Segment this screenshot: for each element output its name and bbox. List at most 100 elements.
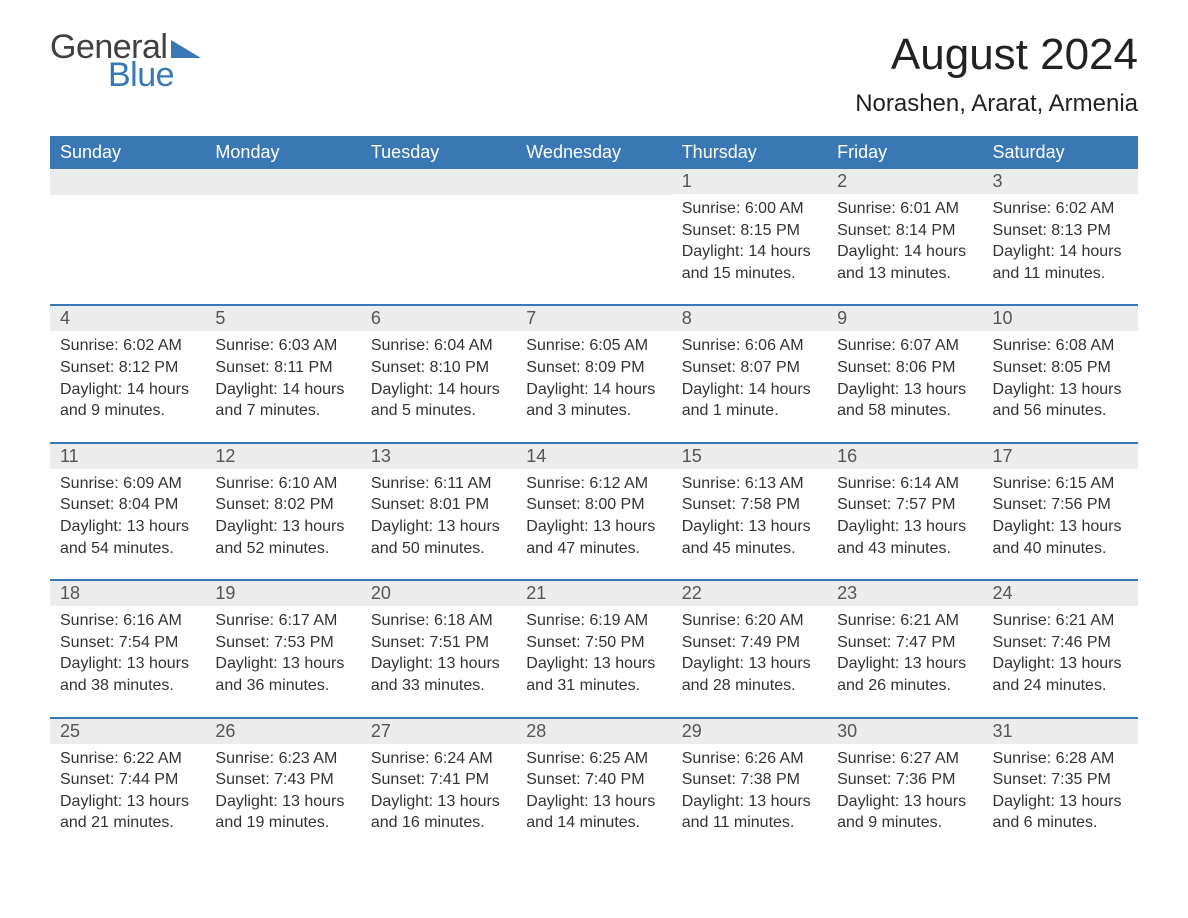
daylight-text: Daylight: 14 hours and 11 minutes. <box>993 241 1128 284</box>
sunset-text: Sunset: 7:36 PM <box>837 769 972 791</box>
day-details: Sunrise: 6:02 AMSunset: 8:13 PMDaylight:… <box>983 194 1138 290</box>
daylight-text: Daylight: 13 hours and 14 minutes. <box>526 791 661 834</box>
sunset-text: Sunset: 7:50 PM <box>526 632 661 654</box>
sunrise-text: Sunrise: 6:16 AM <box>60 610 195 632</box>
daylight-text: Daylight: 14 hours and 5 minutes. <box>371 379 506 422</box>
day-cell: 26Sunrise: 6:23 AMSunset: 7:43 PMDayligh… <box>205 719 360 840</box>
sunset-text: Sunset: 8:02 PM <box>215 494 350 516</box>
daylight-text: Daylight: 13 hours and 47 minutes. <box>526 516 661 559</box>
days-of-week-header: Sunday Monday Tuesday Wednesday Thursday… <box>50 136 1138 169</box>
day-details: Sunrise: 6:17 AMSunset: 7:53 PMDaylight:… <box>205 606 360 702</box>
day-details: Sunrise: 6:01 AMSunset: 8:14 PMDaylight:… <box>827 194 982 290</box>
sunset-text: Sunset: 7:53 PM <box>215 632 350 654</box>
day-details: Sunrise: 6:21 AMSunset: 7:46 PMDaylight:… <box>983 606 1138 702</box>
sunrise-text: Sunrise: 6:18 AM <box>371 610 506 632</box>
day-cell: 20Sunrise: 6:18 AMSunset: 7:51 PMDayligh… <box>361 581 516 702</box>
day-details: Sunrise: 6:25 AMSunset: 7:40 PMDaylight:… <box>516 744 671 840</box>
day-number: 21 <box>516 581 671 606</box>
day-details: Sunrise: 6:03 AMSunset: 8:11 PMDaylight:… <box>205 331 360 427</box>
day-details: Sunrise: 6:19 AMSunset: 7:50 PMDaylight:… <box>516 606 671 702</box>
day-details: Sunrise: 6:24 AMSunset: 7:41 PMDaylight:… <box>361 744 516 840</box>
day-details: Sunrise: 6:13 AMSunset: 7:58 PMDaylight:… <box>672 469 827 565</box>
day-cell <box>516 169 671 290</box>
sunrise-text: Sunrise: 6:10 AM <box>215 473 350 495</box>
sunrise-text: Sunrise: 6:04 AM <box>371 335 506 357</box>
day-number: 16 <box>827 444 982 469</box>
day-number: 25 <box>50 719 205 744</box>
day-number: 12 <box>205 444 360 469</box>
day-cell: 14Sunrise: 6:12 AMSunset: 8:00 PMDayligh… <box>516 444 671 565</box>
day-number <box>50 169 205 195</box>
daylight-text: Daylight: 13 hours and 58 minutes. <box>837 379 972 422</box>
week-row: 25Sunrise: 6:22 AMSunset: 7:44 PMDayligh… <box>50 717 1138 840</box>
daylight-text: Daylight: 14 hours and 13 minutes. <box>837 241 972 284</box>
week-row: 1Sunrise: 6:00 AMSunset: 8:15 PMDaylight… <box>50 169 1138 290</box>
day-cell: 24Sunrise: 6:21 AMSunset: 7:46 PMDayligh… <box>983 581 1138 702</box>
daylight-text: Daylight: 13 hours and 9 minutes. <box>837 791 972 834</box>
daylight-text: Daylight: 13 hours and 36 minutes. <box>215 653 350 696</box>
day-number: 4 <box>50 306 205 331</box>
sunrise-text: Sunrise: 6:03 AM <box>215 335 350 357</box>
day-cell: 15Sunrise: 6:13 AMSunset: 7:58 PMDayligh… <box>672 444 827 565</box>
day-cell <box>205 169 360 290</box>
sunset-text: Sunset: 8:06 PM <box>837 357 972 379</box>
daylight-text: Daylight: 13 hours and 11 minutes. <box>682 791 817 834</box>
day-cell: 23Sunrise: 6:21 AMSunset: 7:47 PMDayligh… <box>827 581 982 702</box>
day-number <box>516 169 671 195</box>
day-details: Sunrise: 6:28 AMSunset: 7:35 PMDaylight:… <box>983 744 1138 840</box>
day-number: 5 <box>205 306 360 331</box>
day-details: Sunrise: 6:21 AMSunset: 7:47 PMDaylight:… <box>827 606 982 702</box>
daylight-text: Daylight: 13 hours and 28 minutes. <box>682 653 817 696</box>
daylight-text: Daylight: 13 hours and 38 minutes. <box>60 653 195 696</box>
dow-tuesday: Tuesday <box>361 136 516 169</box>
day-details: Sunrise: 6:26 AMSunset: 7:38 PMDaylight:… <box>672 744 827 840</box>
sunrise-text: Sunrise: 6:26 AM <box>682 748 817 770</box>
daylight-text: Daylight: 14 hours and 7 minutes. <box>215 379 350 422</box>
daylight-text: Daylight: 13 hours and 21 minutes. <box>60 791 195 834</box>
sunset-text: Sunset: 7:46 PM <box>993 632 1128 654</box>
day-cell: 3Sunrise: 6:02 AMSunset: 8:13 PMDaylight… <box>983 169 1138 290</box>
day-details: Sunrise: 6:02 AMSunset: 8:12 PMDaylight:… <box>50 331 205 427</box>
sunrise-text: Sunrise: 6:12 AM <box>526 473 661 495</box>
day-number: 27 <box>361 719 516 744</box>
location-subtitle: Norashen, Ararat, Armenia <box>855 90 1138 118</box>
sunset-text: Sunset: 7:47 PM <box>837 632 972 654</box>
day-details: Sunrise: 6:14 AMSunset: 7:57 PMDaylight:… <box>827 469 982 565</box>
day-number: 13 <box>361 444 516 469</box>
sunset-text: Sunset: 8:13 PM <box>993 220 1128 242</box>
day-number: 1 <box>672 169 827 194</box>
day-number: 24 <box>983 581 1138 606</box>
sunrise-text: Sunrise: 6:14 AM <box>837 473 972 495</box>
day-cell: 30Sunrise: 6:27 AMSunset: 7:36 PMDayligh… <box>827 719 982 840</box>
day-details: Sunrise: 6:22 AMSunset: 7:44 PMDaylight:… <box>50 744 205 840</box>
sunset-text: Sunset: 7:56 PM <box>993 494 1128 516</box>
day-number: 30 <box>827 719 982 744</box>
dow-wednesday: Wednesday <box>516 136 671 169</box>
sunrise-text: Sunrise: 6:21 AM <box>837 610 972 632</box>
sunrise-text: Sunrise: 6:02 AM <box>60 335 195 357</box>
day-number: 19 <box>205 581 360 606</box>
sunrise-text: Sunrise: 6:20 AM <box>682 610 817 632</box>
day-cell: 21Sunrise: 6:19 AMSunset: 7:50 PMDayligh… <box>516 581 671 702</box>
daylight-text: Daylight: 13 hours and 43 minutes. <box>837 516 972 559</box>
page-header: General Blue August 2024 Norashen, Arara… <box>50 30 1138 118</box>
dow-saturday: Saturday <box>983 136 1138 169</box>
day-cell: 25Sunrise: 6:22 AMSunset: 7:44 PMDayligh… <box>50 719 205 840</box>
sunset-text: Sunset: 7:38 PM <box>682 769 817 791</box>
sunset-text: Sunset: 8:14 PM <box>837 220 972 242</box>
day-cell: 22Sunrise: 6:20 AMSunset: 7:49 PMDayligh… <box>672 581 827 702</box>
day-details: Sunrise: 6:16 AMSunset: 7:54 PMDaylight:… <box>50 606 205 702</box>
sunrise-text: Sunrise: 6:15 AM <box>993 473 1128 495</box>
daylight-text: Daylight: 13 hours and 26 minutes. <box>837 653 972 696</box>
daylight-text: Daylight: 13 hours and 50 minutes. <box>371 516 506 559</box>
day-cell: 19Sunrise: 6:17 AMSunset: 7:53 PMDayligh… <box>205 581 360 702</box>
day-cell: 1Sunrise: 6:00 AMSunset: 8:15 PMDaylight… <box>672 169 827 290</box>
sunrise-text: Sunrise: 6:28 AM <box>993 748 1128 770</box>
sunset-text: Sunset: 7:49 PM <box>682 632 817 654</box>
day-number: 18 <box>50 581 205 606</box>
day-number: 17 <box>983 444 1138 469</box>
day-details: Sunrise: 6:05 AMSunset: 8:09 PMDaylight:… <box>516 331 671 427</box>
sunset-text: Sunset: 8:01 PM <box>371 494 506 516</box>
day-details: Sunrise: 6:11 AMSunset: 8:01 PMDaylight:… <box>361 469 516 565</box>
day-cell: 28Sunrise: 6:25 AMSunset: 7:40 PMDayligh… <box>516 719 671 840</box>
